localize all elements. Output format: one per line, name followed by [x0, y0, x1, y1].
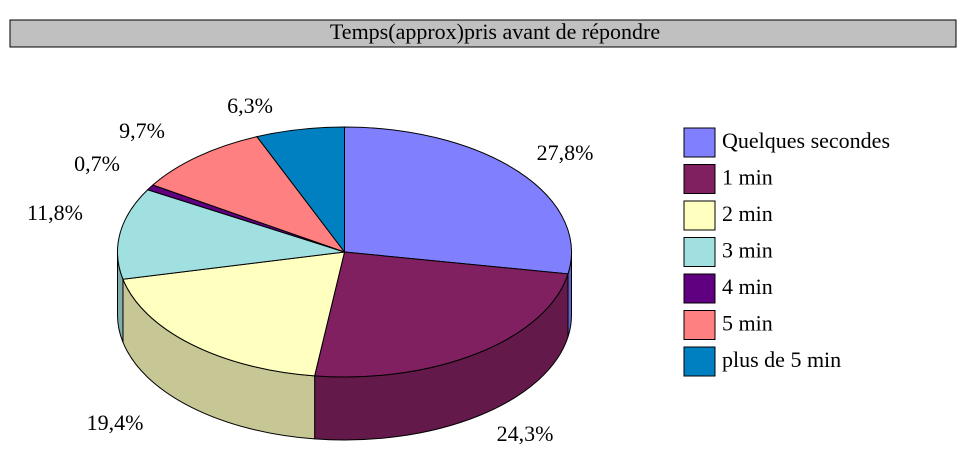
slice	[151, 136, 346, 254]
legend-label: 2 min	[722, 201, 773, 226]
data-label: 27,8%	[537, 140, 594, 165]
slice	[314, 251, 569, 378]
data-label: 6,3%	[227, 93, 273, 118]
slice	[256, 126, 345, 254]
data-label: 0,7%	[74, 151, 120, 176]
legend-swatch	[683, 346, 716, 377]
legend-label: 3 min	[722, 238, 773, 263]
legend-swatch	[683, 164, 716, 194]
legend-label: 4 min	[722, 274, 773, 299]
data-label: 9,7%	[119, 118, 165, 143]
slice	[122, 251, 346, 377]
legend-swatch	[683, 200, 716, 231]
legend-label: plus de 5 min	[722, 347, 841, 372]
legend-swatch	[683, 273, 716, 304]
data-label: 19,4%	[87, 410, 144, 435]
title-bar	[9, 19, 957, 48]
slice	[117, 189, 345, 280]
data-label: 24,3%	[497, 421, 554, 446]
slice	[344, 126, 572, 275]
legend-swatch	[683, 237, 716, 267]
legend-label: Quelques secondes	[722, 128, 890, 153]
legend-swatch	[683, 127, 716, 158]
legend-label: 5 min	[722, 311, 773, 336]
legend-label: 1 min	[722, 165, 773, 190]
chart-title: Temps(approx)pris avant de répondre	[330, 19, 660, 44]
legend-swatch	[683, 310, 716, 340]
data-label: 11,8%	[27, 200, 83, 225]
